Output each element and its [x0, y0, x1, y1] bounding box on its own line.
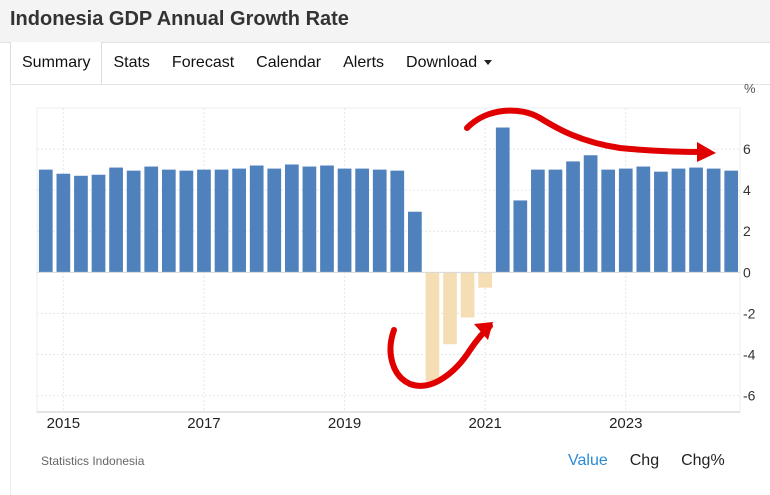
annotation-arrowhead-bottom [474, 322, 493, 340]
y-tick-label: 2 [743, 223, 751, 239]
page-title: Indonesia GDP Annual Growth Rate [10, 8, 349, 30]
bar [513, 200, 528, 273]
bar [425, 272, 440, 382]
bar [390, 170, 405, 273]
bar [706, 168, 721, 273]
x-tick-label: 2019 [328, 415, 361, 432]
bar [636, 166, 651, 273]
value-toggle[interactable]: Value [568, 452, 608, 469]
bar [618, 168, 633, 273]
bar [267, 168, 282, 273]
bar [671, 168, 686, 273]
y-tick-label: 4 [743, 182, 751, 198]
tab-forecast[interactable]: Forecast [171, 54, 235, 71]
bar [566, 161, 580, 273]
caret-down-icon [484, 60, 493, 66]
bar [689, 167, 703, 273]
bar [214, 169, 229, 273]
plot-frame [36, 107, 741, 413]
bar [109, 167, 123, 273]
y-unit-label: % [744, 81, 756, 96]
bar [126, 170, 141, 273]
x-tick-label: 2023 [609, 415, 642, 432]
x-tick-label: 2017 [187, 415, 220, 432]
bar [249, 165, 264, 273]
tab-download[interactable]: Download [395, 42, 503, 84]
bar [320, 165, 334, 273]
tab-bar: Summary Stats Forecast Calendar Alerts D… [10, 42, 503, 84]
bar [495, 127, 510, 273]
bar [601, 169, 616, 273]
bar [583, 155, 598, 273]
source-label: Statistics Indonesia [41, 454, 145, 468]
panel-border [10, 84, 11, 495]
chgpct-toggle[interactable]: Chg% [681, 452, 725, 469]
y-tick-label: 6 [743, 141, 751, 157]
y-tick-label: 0 [743, 264, 751, 280]
annotation-curve-bottom [387, 323, 493, 389]
bar [548, 169, 563, 273]
bar [161, 169, 176, 273]
tab-stats[interactable]: Stats [113, 54, 150, 71]
bar [302, 166, 317, 273]
bar [408, 211, 422, 273]
panel-divider [10, 84, 770, 85]
x-tick-label: 2015 [47, 415, 80, 432]
y-tick-label: -2 [743, 305, 756, 321]
title-bar: Indonesia GDP Annual Growth Rate [0, 0, 770, 43]
tab-download-label: Download [406, 54, 478, 71]
bar [144, 166, 159, 273]
bar [372, 169, 387, 273]
bar [531, 169, 545, 273]
footer-toggle: Value Chg Chg% [568, 452, 725, 470]
tab-alerts[interactable]: Alerts [343, 54, 385, 71]
y-tick-label: -6 [743, 388, 756, 404]
annotation-arrowhead-top [697, 142, 716, 162]
bar [74, 175, 88, 273]
bar [38, 169, 53, 273]
bar [197, 169, 211, 273]
annotation-curve-top [464, 107, 709, 155]
bar [478, 272, 493, 288]
bar [56, 173, 71, 273]
tab-calendar[interactable]: Calendar [256, 54, 322, 71]
bar [337, 168, 352, 273]
bar [460, 272, 475, 318]
x-tick-label: 2021 [468, 415, 501, 432]
chg-toggle[interactable]: Chg [629, 452, 660, 469]
bar [355, 168, 369, 273]
y-tick-label: -4 [743, 346, 756, 362]
bar [91, 174, 106, 273]
bar [443, 272, 457, 345]
bar [232, 168, 246, 273]
bar [179, 170, 194, 273]
bar [654, 171, 668, 273]
tab-summary[interactable]: Summary [10, 42, 103, 84]
bar [284, 164, 299, 273]
bar [724, 170, 739, 273]
